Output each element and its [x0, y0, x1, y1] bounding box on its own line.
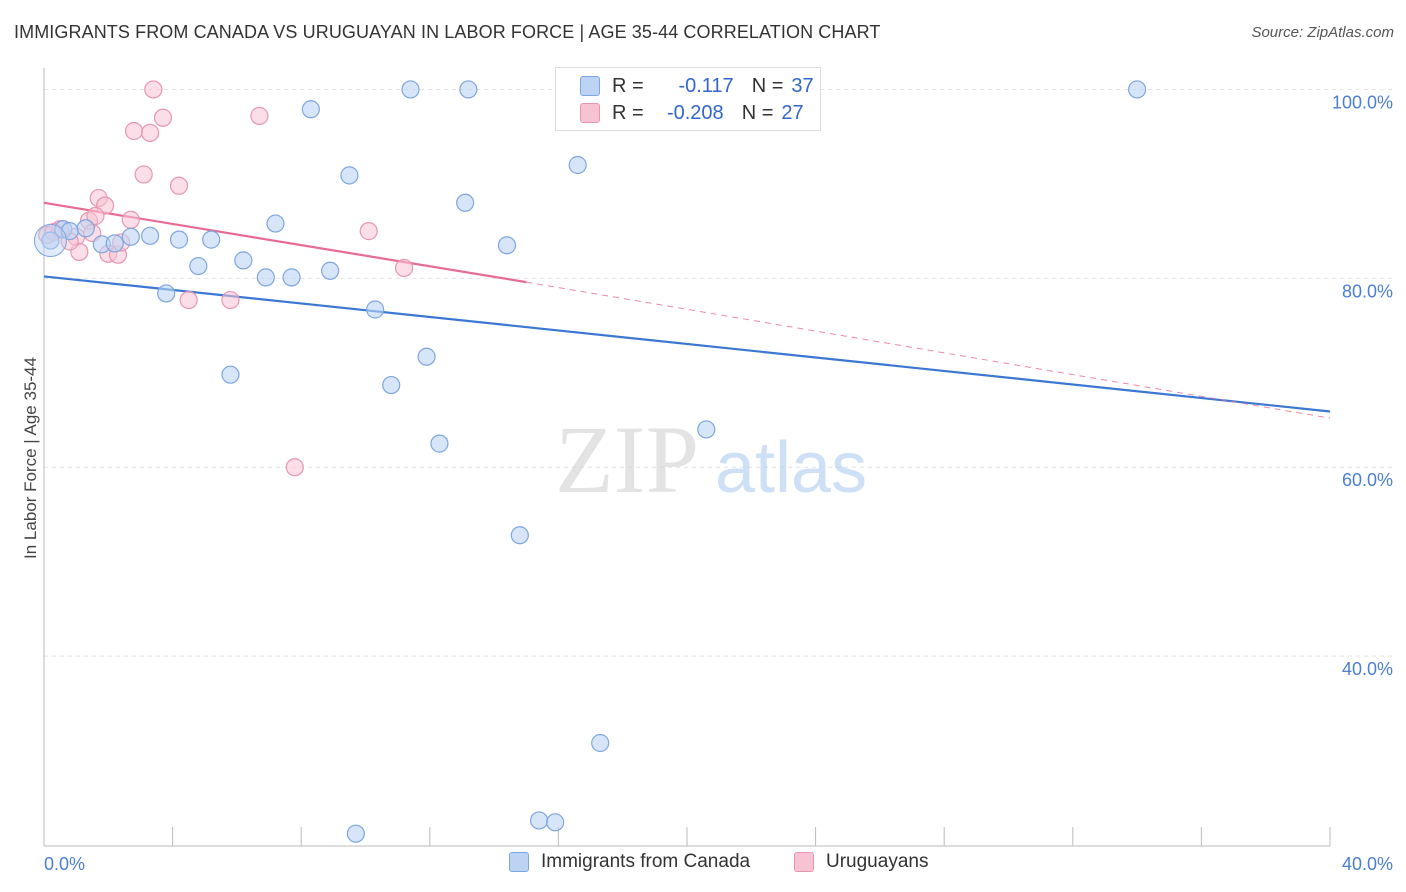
data-points	[33, 80, 1147, 843]
source-label: Source: ZipAtlas.com	[1251, 24, 1394, 41]
series-label: Immigrants from Canada	[541, 851, 751, 872]
watermark-zip: ZIP	[555, 406, 699, 513]
chart-title: IMMIGRANTS FROM CANADA VS URUGUAYAN IN L…	[14, 22, 881, 42]
watermark: ZIP atlas	[555, 406, 867, 513]
point-canada	[189, 256, 208, 276]
legend-row-canada: R = -0.117 N = 37	[580, 74, 814, 98]
trend-lines	[43, 201, 1331, 419]
point-uruguayans	[86, 206, 105, 226]
point-uruguayans	[121, 210, 140, 229]
series-legend-canada[interactable]: Immigrants from Canada	[509, 851, 750, 873]
point-canada	[321, 261, 340, 280]
series-legend: Immigrants from Canada Uruguayans	[0, 851, 1406, 877]
point-canada	[568, 155, 587, 175]
trend-line-canada	[43, 275, 1331, 413]
point-canada	[382, 375, 401, 395]
legend-row-uruguayans: R = -0.208 N = 27	[580, 101, 804, 125]
point-canada	[169, 230, 189, 249]
point-canada	[234, 251, 253, 270]
point-canada	[121, 227, 140, 246]
point-canada	[41, 231, 60, 250]
point-canada	[301, 100, 320, 119]
legend-n-label: N =	[751, 74, 784, 97]
trend-line-uruguayans-extension	[526, 281, 1331, 419]
point-canada	[340, 166, 359, 185]
point-canada	[157, 284, 176, 303]
legend-r-value: -0.208	[666, 101, 724, 124]
point-canada	[497, 236, 517, 255]
point-canada	[459, 80, 478, 99]
point-uruguayans	[359, 222, 378, 241]
series-legend-uruguayans[interactable]: Uruguayans	[794, 851, 928, 873]
point-canada	[417, 347, 436, 366]
legend-n-label: N =	[741, 101, 774, 124]
point-canada	[1127, 80, 1147, 99]
legend-r-label: R =	[612, 74, 644, 97]
point-canada	[401, 80, 420, 99]
legend-r-value: -0.117	[678, 74, 734, 97]
point-canada	[266, 214, 285, 233]
y-tick-label: 80.0%	[1342, 281, 1393, 301]
legend-n-value: 27	[781, 101, 804, 124]
point-canada	[546, 813, 565, 832]
correlation-legend: R = -0.117 N = 37 R = -0.208 N = 27	[555, 67, 821, 131]
point-uruguayans	[124, 121, 144, 141]
point-canada	[366, 300, 385, 319]
x-tick-label: 0.0%	[44, 854, 85, 874]
y-tick-label: 100.0%	[1332, 92, 1393, 112]
point-canada	[346, 824, 365, 843]
axes	[43, 68, 1331, 847]
point-canada	[256, 268, 275, 287]
point-uruguayans	[169, 176, 189, 195]
point-uruguayans	[140, 123, 160, 142]
point-canada	[530, 811, 549, 830]
point-canada	[591, 733, 610, 753]
point-canada	[202, 230, 221, 249]
point-uruguayans	[221, 290, 240, 310]
point-canada-cluster	[33, 224, 67, 258]
point-uruguayans	[144, 80, 163, 99]
point-canada	[456, 193, 475, 212]
point-uruguayans	[394, 258, 414, 278]
point-canada	[105, 234, 124, 253]
point-uruguayans	[153, 108, 173, 127]
point-canada	[430, 434, 449, 453]
grid-lines	[44, 88, 1394, 657]
point-canada	[140, 226, 160, 245]
series-swatch-blue	[509, 852, 529, 872]
x-tick-label: 40.0%	[1342, 854, 1393, 874]
y-axis-label: In Labor Force | Age 35-44	[21, 357, 40, 559]
point-canada	[282, 268, 301, 287]
point-uruguayans	[134, 165, 153, 184]
point-canada	[76, 219, 95, 238]
watermark-atlas: atlas	[715, 428, 867, 508]
legend-swatch-blue	[580, 76, 600, 96]
y-tick-label: 40.0%	[1342, 659, 1393, 679]
legend-swatch-pink	[580, 103, 600, 123]
series-swatch-pink	[794, 852, 814, 872]
tick-labels: 40.0% 60.0% 80.0% 100.0% 0.0% 40.0%	[44, 92, 1393, 874]
point-uruguayans	[285, 458, 304, 477]
point-uruguayans	[250, 106, 269, 125]
point-uruguayans	[179, 290, 198, 310]
legend-n-value: 37	[791, 74, 814, 97]
point-canada	[697, 420, 716, 439]
legend-r-label: R =	[612, 101, 644, 124]
point-canada	[221, 365, 240, 384]
y-tick-label: 60.0%	[1342, 470, 1393, 490]
point-canada	[510, 526, 529, 545]
series-label: Uruguayans	[826, 851, 929, 872]
